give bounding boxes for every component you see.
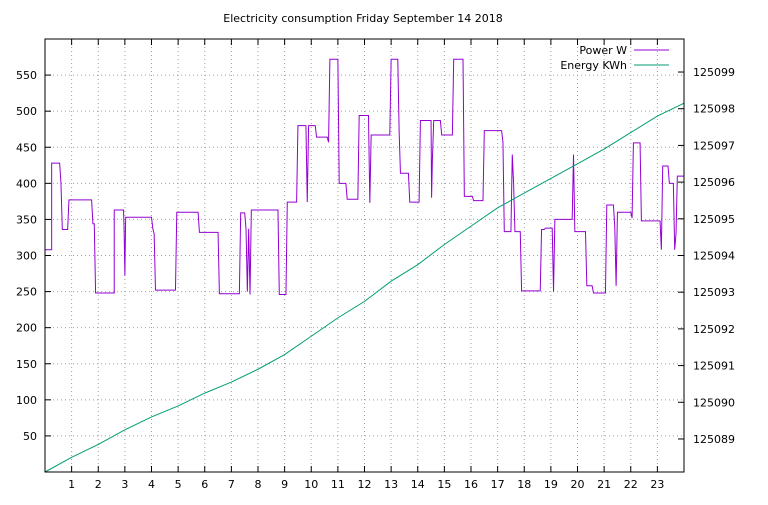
x-tick-label: 8 xyxy=(255,478,262,491)
chart-title: Electricity consumption Friday September… xyxy=(223,12,502,25)
y2-tick-label: 125093 xyxy=(693,286,735,299)
x-tick-label: 18 xyxy=(517,478,531,491)
y-tick-label: 550 xyxy=(16,69,37,82)
y-tick-label: 50 xyxy=(23,430,37,443)
y2-tick-label: 125091 xyxy=(693,360,735,373)
x-tick-label: 23 xyxy=(650,478,664,491)
y2-tick-label: 125095 xyxy=(693,213,735,226)
grid-lines xyxy=(45,39,684,472)
y-tick-label: 100 xyxy=(16,394,37,407)
x-tick-label: 15 xyxy=(437,478,451,491)
x-tick-label: 14 xyxy=(411,478,425,491)
x-tick-label: 5 xyxy=(175,478,182,491)
legend-label: Energy KWh xyxy=(560,59,627,72)
y2-tick-label: 125090 xyxy=(693,396,735,409)
x-tick-label: 21 xyxy=(597,478,611,491)
y-tick-label: 300 xyxy=(16,250,37,263)
x-tick-label: 13 xyxy=(384,478,398,491)
x-tick-label: 12 xyxy=(358,478,372,491)
x-tick-label: 16 xyxy=(464,478,478,491)
y2-tick-label: 125099 xyxy=(693,66,735,79)
series-lines xyxy=(44,58,685,473)
series-line-2 xyxy=(44,102,685,473)
y2-tick-label: 125097 xyxy=(693,139,735,152)
y2-tick-label: 125096 xyxy=(693,176,735,189)
series-line-1 xyxy=(45,58,684,295)
y-tick-label: 500 xyxy=(16,105,37,118)
y-tick-label: 200 xyxy=(16,322,37,335)
y-tick-label: 450 xyxy=(16,141,37,154)
legend: Power W Energy KWh xyxy=(560,44,669,72)
x-tick-label: 10 xyxy=(304,478,318,491)
x-tick-label: 6 xyxy=(201,478,208,491)
y-tick-label: 400 xyxy=(16,177,37,190)
y-tick-label: 350 xyxy=(16,213,37,226)
x-tick-label: 9 xyxy=(281,478,288,491)
x-tick-label: 1 xyxy=(68,478,75,491)
y-tick-label: 250 xyxy=(16,286,37,299)
x-tick-label: 2 xyxy=(95,478,102,491)
x-tick-label: 7 xyxy=(228,478,235,491)
y-tick-label: 150 xyxy=(16,358,37,371)
x-tick-label: 3 xyxy=(121,478,128,491)
legend-label: Power W xyxy=(579,44,627,57)
axis-ticks xyxy=(45,39,684,472)
x-tick-label: 11 xyxy=(331,478,345,491)
x-tick-label: 4 xyxy=(148,478,155,491)
x-tick-label: 19 xyxy=(544,478,558,491)
plot-frame xyxy=(44,38,685,473)
y2-tick-label: 125092 xyxy=(693,323,735,336)
y2-tick-label: 125089 xyxy=(693,433,735,446)
x-tick-label: 17 xyxy=(491,478,505,491)
tick-labels: 1 2 3 4 5 6 7 8 9 10 11 12 13 14 15 16 17 18 19 20 21 22 23501… xyxy=(16,66,735,491)
x-tick-label: 20 xyxy=(571,478,585,491)
y2-tick-label: 125094 xyxy=(693,250,735,263)
y2-tick-label: 125098 xyxy=(693,103,735,116)
x-tick-label: 22 xyxy=(624,478,638,491)
